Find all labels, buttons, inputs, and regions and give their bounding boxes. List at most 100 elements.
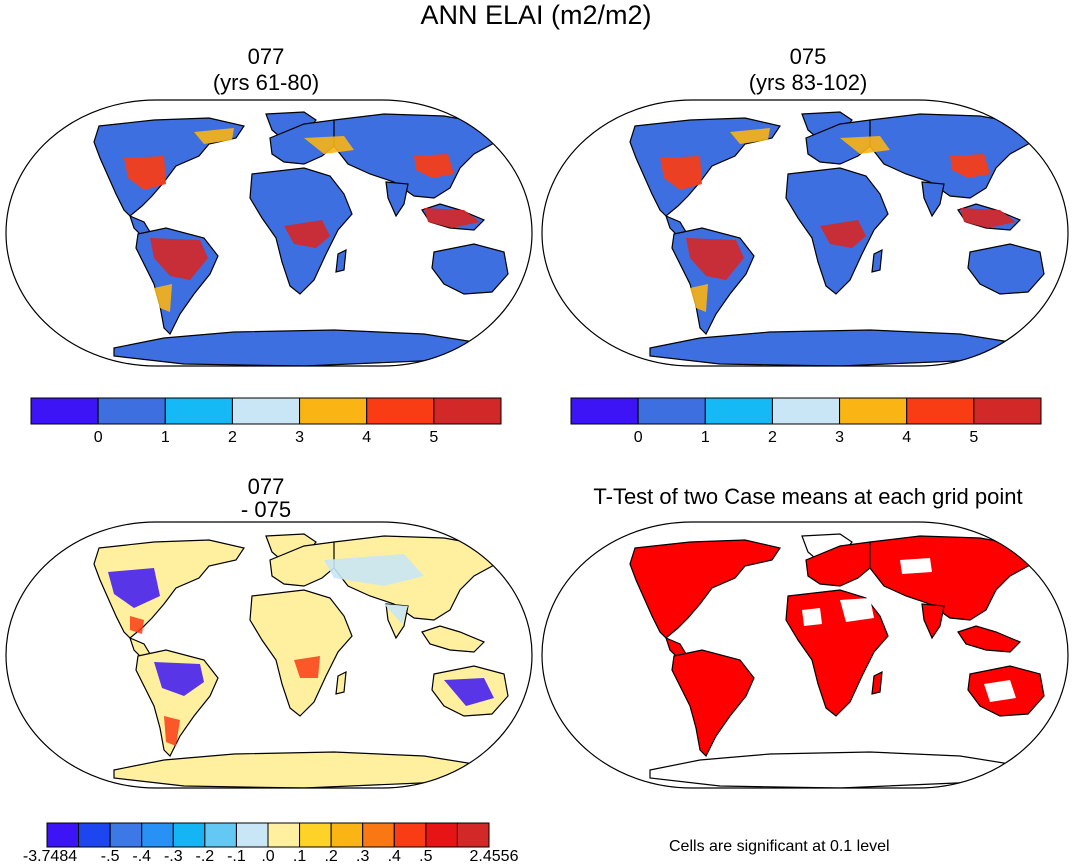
land-seAsia (957, 625, 1022, 653)
negative-diff-region (444, 678, 494, 706)
colorbar-swatch (637, 397, 706, 425)
colorbar-swatch (164, 397, 233, 425)
colorbar-tick-label: 2.4556 (469, 848, 519, 865)
panel-3-title-line1: 077 (247, 474, 285, 499)
land-nz (515, 710, 525, 734)
map-land-group (629, 533, 1061, 788)
positive-diff-region (294, 656, 320, 678)
negative-diff-region (154, 662, 204, 696)
colorbar-tick-label: .2 (324, 848, 338, 865)
colorbar-tick-label: 0 (93, 429, 103, 446)
colorbar-swatch (570, 397, 639, 425)
map-panel-ttest (541, 521, 1069, 789)
colorbar-swatch (839, 397, 908, 425)
colorbar-tick-label: 5 (969, 429, 979, 446)
land-madagascar (871, 670, 883, 695)
land-europe (269, 541, 347, 587)
mid-lai-region (690, 284, 708, 312)
positive-diff-region (164, 716, 180, 746)
colorbar-swatch (46, 822, 80, 848)
land-southAmerica (671, 649, 755, 758)
colorbar-swatch (231, 397, 301, 425)
high-lai-region (284, 220, 330, 248)
land-africa (249, 589, 353, 717)
small-negative-region (384, 604, 408, 624)
high-lai-region (414, 154, 454, 178)
significance-note: Cells are significant at 0.1 level (669, 838, 890, 855)
high-lai-region (686, 238, 744, 280)
land-madagascar (871, 248, 883, 273)
colorbar-tick-label: -.4 (132, 848, 152, 865)
colorbar-swatch (362, 822, 395, 848)
land-madagascar (335, 248, 347, 273)
colorbar-swatch (299, 397, 368, 425)
colorbar-swatch (204, 822, 237, 848)
panel-2-title-line1: 075 (789, 44, 827, 69)
colorbar-swatch (267, 822, 301, 848)
land-seAsia (421, 625, 486, 653)
colorbar-tick-label: 3 (835, 429, 845, 446)
negative-diff-region (108, 568, 160, 608)
panel-3-title-line2: - 075 (240, 497, 292, 522)
mid-lai-region (304, 136, 354, 154)
land-madagascar (335, 670, 347, 695)
nonsignificant-region (900, 558, 932, 574)
land-australia (967, 243, 1045, 295)
map-land-group (93, 111, 525, 366)
colorbar-tick-label: -3.7484 (22, 848, 78, 865)
map-border (5, 99, 533, 367)
high-lai-region (124, 156, 166, 190)
colorbar-swatch (78, 822, 111, 848)
colorbar-swatch (771, 397, 841, 425)
nonsignificant-region (984, 680, 1016, 702)
land-nz (1051, 288, 1061, 312)
mid-lai-region (840, 136, 890, 154)
colorbar-swatch (235, 822, 269, 848)
colorbar-difference (46, 822, 490, 848)
map-panel-075 (541, 99, 1069, 367)
high-lai-region (950, 154, 990, 178)
map-border (5, 521, 533, 789)
colorbar-tick-label: -.2 (195, 848, 215, 865)
colorbar-tick-label: .3 (356, 848, 370, 865)
map-border (541, 521, 1069, 789)
colorbar-tick-label: -.3 (163, 848, 183, 865)
positive-diff-region (130, 616, 144, 634)
colorbar-swatch (366, 397, 435, 425)
mid-lai-region (194, 128, 234, 144)
colorbar-tick-label: -.1 (227, 848, 246, 865)
land-nz (1051, 710, 1061, 734)
colorbar-swatch (141, 822, 174, 848)
colorbar-swatch (425, 822, 458, 848)
colorbar-swatch (97, 397, 166, 425)
mid-lai-region (154, 284, 172, 312)
high-lai-region (960, 208, 1016, 228)
land-nz (515, 288, 525, 312)
map-border (541, 99, 1069, 367)
colorbar-swatch (906, 397, 975, 425)
colorbar-swatch (973, 397, 1042, 425)
panel-2-title-line2: (yrs 83-102) (748, 70, 868, 95)
colorbar-tick-label: -.5 (100, 848, 120, 865)
map-panel-difference (5, 521, 533, 789)
colorbar-swatch (456, 822, 490, 848)
colorbar-panel-2 (570, 397, 1042, 425)
colorbar-swatch (433, 397, 502, 425)
land-europe (805, 541, 883, 587)
colorbar-swatch (393, 822, 427, 848)
colorbar-panel-1 (30, 397, 502, 425)
colorbar-tick-label: 4 (902, 429, 912, 446)
colorbar-tick-label: .4 (387, 848, 401, 865)
high-lai-region (820, 220, 866, 248)
land-northAmerica (93, 539, 245, 639)
colorbar-swatch (299, 822, 332, 848)
colorbar-tick-label: 4 (362, 429, 372, 446)
panel-4-title: T-Test of two Case means at each grid po… (593, 484, 1023, 509)
high-lai-region (150, 238, 208, 280)
land-india (921, 181, 945, 218)
land-northAmerica (629, 539, 781, 639)
colorbar-tick-label: 2 (767, 429, 777, 446)
colorbar-tick-label: 0 (633, 429, 643, 446)
nonsignificant-region (802, 608, 822, 626)
land-india (385, 181, 409, 218)
